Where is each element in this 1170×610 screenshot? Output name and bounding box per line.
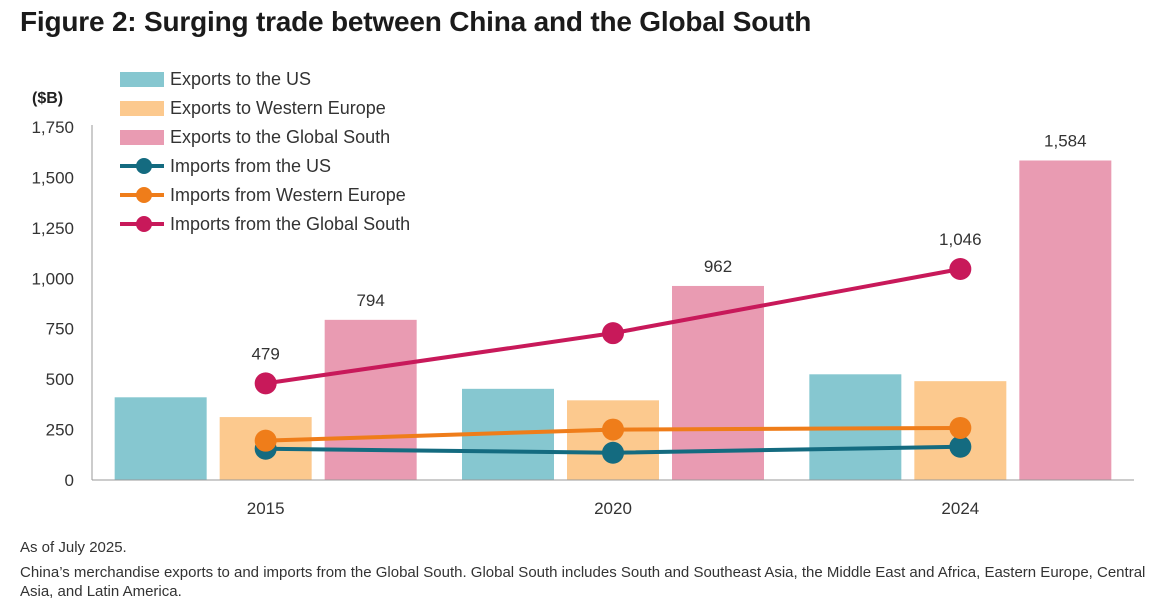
point-imports-from-western-europe-2020 <box>602 418 624 441</box>
legend-label: Exports to the US <box>170 69 311 89</box>
legend-marker-imports-from-western-europe <box>136 187 152 203</box>
bar-data-label: 794 <box>356 291 384 310</box>
point-imports-from-western-europe-2015 <box>254 429 277 452</box>
legend: Exports to the US Exports to Western Euro… <box>120 69 410 234</box>
axes-layer: 0 250 500 750 1,000 1,250 1,500 1,750 ($B) 2015 20… <box>31 90 1134 518</box>
y-tick-label: 1,500 <box>31 168 74 187</box>
line-data-label: 1,046 <box>939 230 982 249</box>
bar-data-label: 962 <box>704 257 732 276</box>
bars-layer: 794 962 1,584 <box>114 131 1112 481</box>
bar-data-label: 1,584 <box>1044 131 1087 150</box>
chart-title: Figure 2: Surging trade between China an… <box>20 6 812 37</box>
y-tick-label: 1,750 <box>31 118 74 137</box>
legend-swatch-exports-to-the-us <box>120 72 164 87</box>
lines-layer: 479 1,046 <box>251 230 982 464</box>
point-imports-from-the-global-south-2015 <box>254 372 277 395</box>
legend-swatch-exports-to-western-europe <box>120 101 164 116</box>
legend-swatch-exports-to-the-global-south <box>120 130 164 145</box>
y-tick-label: 250 <box>46 421 74 440</box>
bar-exports-to-the-global-south-2015 <box>324 319 417 480</box>
x-tick-label: 2015 <box>247 499 285 518</box>
line-data-label: 479 <box>251 344 279 363</box>
point-imports-from-the-us-2020 <box>602 441 624 464</box>
bar-exports-to-the-us-2015 <box>114 397 207 480</box>
description-note: China’s merchandise exports to and impor… <box>20 564 1146 600</box>
y-tick-label: 0 <box>65 471 74 490</box>
trade-chart: 794 962 1,584 479 1,046 0 250 500 750 1,000 1,25… <box>31 69 1134 518</box>
as-of-note: As of July 2025. <box>20 539 127 556</box>
y-tick-label: 500 <box>46 370 74 389</box>
legend-label: Exports to the Global South <box>170 127 390 147</box>
y-tick-label: 1,250 <box>31 219 74 238</box>
legend-label: Imports from Western Europe <box>170 185 406 205</box>
bar-exports-to-the-global-south-2024 <box>1019 160 1112 481</box>
x-tick-label: 2024 <box>941 499 979 518</box>
y-tick-label: 750 <box>46 320 74 339</box>
point-imports-from-the-global-south-2024 <box>949 258 972 281</box>
y-tick-label: 1,000 <box>31 269 74 288</box>
point-imports-from-western-europe-2024 <box>949 416 972 439</box>
y-axis-label: ($B) <box>32 90 63 107</box>
x-tick-label: 2020 <box>594 499 632 518</box>
legend-label: Imports from the Global South <box>170 214 410 234</box>
legend-label: Imports from the US <box>170 156 331 176</box>
point-imports-from-the-global-south-2020 <box>602 322 624 345</box>
legend-label: Exports to Western Europe <box>170 98 386 118</box>
point-imports-from-the-us-2024 <box>949 435 972 458</box>
legend-marker-imports-from-the-us <box>136 158 152 174</box>
legend-marker-imports-from-the-global-south <box>136 216 152 232</box>
